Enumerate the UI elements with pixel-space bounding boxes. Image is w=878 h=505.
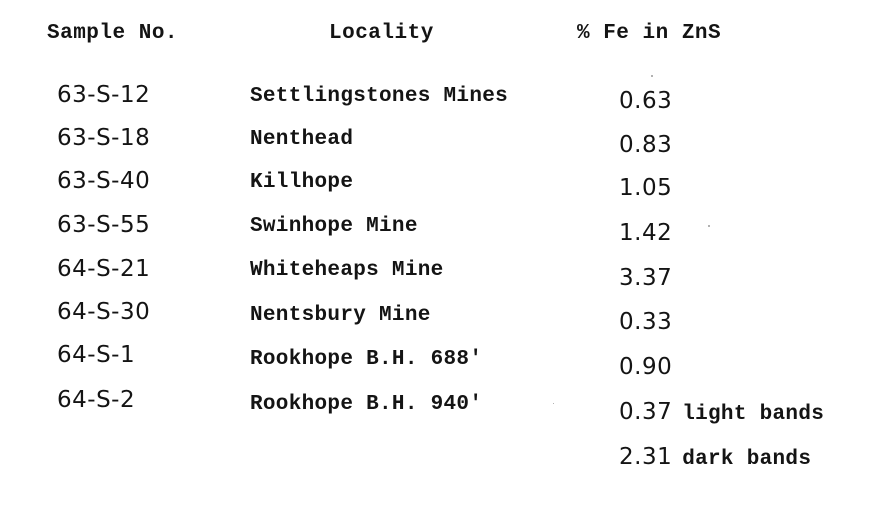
table-row: 64-S-30 Nentsbury Mine 0.33 [0, 299, 878, 339]
fe-percent: 2.31 [619, 444, 673, 470]
fe-percent: 0.37 [619, 399, 673, 425]
sample-number: 64-S-2 [57, 387, 136, 413]
locality-name: Rookhope B.H. 688' [250, 348, 483, 371]
fe-value: 0.37 light bands [619, 399, 824, 426]
table-row: 64-S-1 Rookhope B.H. 688' 0.90 [0, 342, 878, 382]
table-row: 2.31 dark bands [0, 433, 878, 473]
scan-speck [651, 75, 653, 77]
scan-speck [553, 403, 554, 404]
scan-speck [708, 225, 710, 227]
sample-number: 64-S-21 [57, 256, 151, 282]
fe-value: 2.31 dark bands [619, 444, 811, 471]
fe-percent: 0.33 [619, 309, 673, 335]
fe-value: 0.33 [619, 309, 682, 336]
table-row: 63-S-18 Nenthead 0.83 [0, 125, 878, 165]
fe-note: light bands [682, 403, 825, 426]
sample-number: 63-S-40 [57, 168, 151, 194]
locality-name: Rookhope B.H. 940' [250, 393, 483, 416]
fe-note: dark bands [682, 448, 812, 471]
sample-number: 63-S-12 [57, 82, 151, 108]
fe-value: 0.83 [619, 132, 682, 159]
sample-number: 63-S-55 [57, 212, 151, 238]
table-row: 63-S-12 Settlingstones Mines 0.63 [0, 82, 878, 122]
table-row: 63-S-40 Killhope 1.05 [0, 168, 878, 208]
table-row: 64-S-21 Whiteheaps Mine 3.37 [0, 256, 878, 296]
fe-value: 0.63 [619, 88, 682, 115]
fe-value: 1.05 [619, 175, 682, 202]
locality-name: Nenthead [250, 128, 354, 151]
fe-value: 0.90 [619, 354, 682, 381]
locality-name: Whiteheaps Mine [250, 259, 444, 282]
sample-number: 64-S-1 [57, 342, 136, 368]
locality-name: Killhope [250, 171, 354, 194]
fe-value: 1.42 [619, 220, 682, 247]
header-fe-in-zns: % Fe in ZnS [577, 22, 722, 45]
fe-percent: 1.05 [619, 175, 673, 201]
locality-name: Swinhope Mine [250, 215, 418, 238]
fe-percent: 0.90 [619, 354, 673, 380]
fe-value: 3.37 [619, 265, 682, 292]
sample-number: 64-S-30 [57, 299, 151, 325]
fe-percent: 3.37 [619, 265, 673, 291]
fe-percent: 0.63 [619, 88, 673, 114]
header-locality: Locality [329, 22, 434, 45]
fe-percent: 0.83 [619, 132, 673, 158]
table-row: 63-S-55 Swinhope Mine 1.42 [0, 212, 878, 252]
table-row: 64-S-2 Rookhope B.H. 940' 0.37 light band… [0, 387, 878, 427]
locality-name: Settlingstones Mines [250, 85, 509, 108]
locality-name: Nentsbury Mine [250, 304, 431, 327]
fe-percent: 1.42 [619, 220, 673, 246]
sample-number: 63-S-18 [57, 125, 151, 151]
header-sample-no: Sample No. [47, 22, 179, 45]
